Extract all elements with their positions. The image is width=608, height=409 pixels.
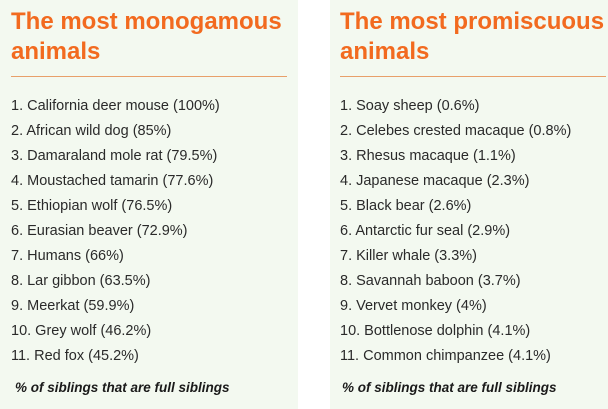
list-item: 4. Moustached tamarin (77.6%) bbox=[11, 173, 214, 189]
list-item: 6. Eurasian beaver (72.9%) bbox=[11, 223, 188, 239]
promiscuous-title: The most promiscuous animals bbox=[340, 8, 605, 65]
list-item: 1. Soay sheep (0.6%) bbox=[340, 98, 480, 114]
promiscuous-panel: The most promiscuous animals 1. Soay she… bbox=[330, 0, 608, 409]
list-item: 10. Bottlenose dolphin (4.1%) bbox=[340, 323, 531, 339]
monogamous-footnote: % of siblings that are full siblings bbox=[15, 380, 230, 395]
list-item: 7. Humans (66%) bbox=[11, 248, 124, 264]
list-item: 9. Meerkat (59.9%) bbox=[11, 298, 135, 314]
list-item: 6. Antarctic fur seal (2.9%) bbox=[340, 223, 511, 239]
title-divider bbox=[11, 76, 287, 77]
promiscuous-list: 1. Soay sheep (0.6%) 2. Celebes crested … bbox=[340, 95, 571, 370]
list-item: 5. Black bear (2.6%) bbox=[340, 198, 472, 214]
monogamous-title: The most monogamous animals bbox=[11, 8, 282, 65]
list-item: 11. Common chimpanzee (4.1%) bbox=[340, 348, 551, 364]
monogamous-list: 1. California deer mouse (100%) 2. Afric… bbox=[11, 95, 220, 370]
list-item: 1. California deer mouse (100%) bbox=[11, 98, 220, 114]
list-item: 4. Japanese macaque (2.3%) bbox=[340, 173, 530, 189]
list-item: 9. Vervet monkey (4%) bbox=[340, 298, 487, 314]
list-item: 8. Lar gibbon (63.5%) bbox=[11, 273, 151, 289]
list-item: 8. Savannah baboon (3.7%) bbox=[340, 273, 521, 289]
list-item: 3. Damaraland mole rat (79.5%) bbox=[11, 148, 218, 164]
title-divider bbox=[340, 76, 606, 77]
list-item: 7. Killer whale (3.3%) bbox=[340, 248, 477, 264]
list-item: 5. Ethiopian wolf (76.5%) bbox=[11, 198, 173, 214]
list-item: 2. African wild dog (85%) bbox=[11, 123, 172, 139]
list-item: 2. Celebes crested macaque (0.8%) bbox=[340, 123, 572, 139]
promiscuous-footnote: % of siblings that are full siblings bbox=[342, 380, 557, 395]
list-item: 3. Rhesus macaque (1.1%) bbox=[340, 148, 516, 164]
monogamous-panel: The most monogamous animals 1. Californi… bbox=[0, 0, 298, 409]
list-item: 10. Grey wolf (46.2%) bbox=[11, 323, 152, 339]
list-item: 11. Red fox (45.2%) bbox=[11, 348, 139, 364]
